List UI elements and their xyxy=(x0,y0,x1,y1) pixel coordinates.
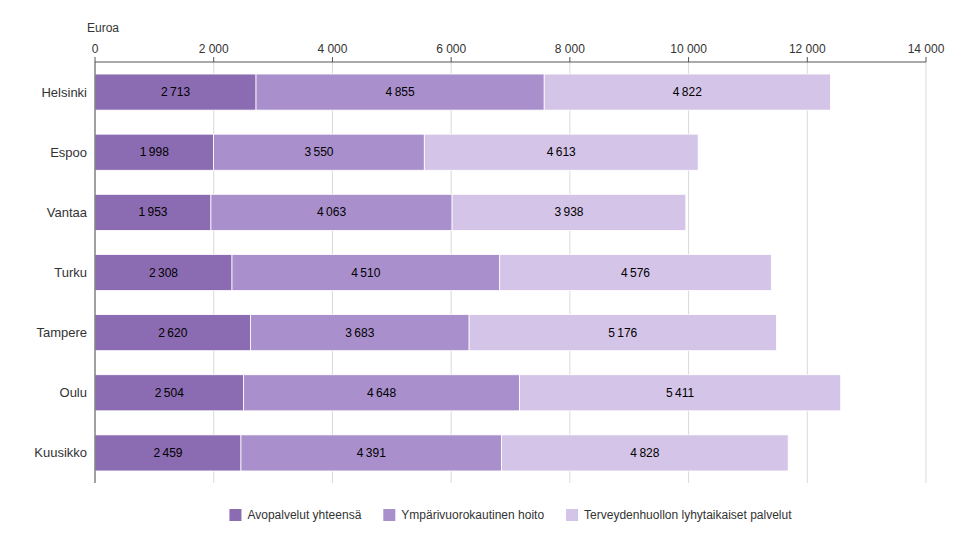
legend-item: Terveydenhuollon lyhytaikaiset palvelut xyxy=(566,508,792,522)
legend-swatch xyxy=(229,509,241,521)
tick-label: 14 000 xyxy=(908,42,945,56)
tick-mark xyxy=(332,57,333,62)
data-label: 2 308 xyxy=(149,266,178,280)
bar xyxy=(95,134,214,170)
data-label: 2 504 xyxy=(155,386,184,400)
data-labels: 2 713 1 998 1 953 2 308 2 620 2 504 2 459 4 855… xyxy=(138,85,702,460)
tick-mark xyxy=(95,57,96,62)
legend-label: Ympärivuorokautinen hoito xyxy=(401,508,544,522)
bar xyxy=(95,315,251,351)
data-label: 2 459 xyxy=(153,446,182,460)
legend-item: Avopalvelut yhteensä xyxy=(229,508,361,522)
bar xyxy=(214,134,425,170)
data-label: 2 620 xyxy=(158,326,187,340)
tick-label: 8 000 xyxy=(555,42,585,56)
data-label: 5 411 xyxy=(666,386,695,400)
data-label: 4 855 xyxy=(386,85,415,99)
tick-label: 4 000 xyxy=(317,42,347,56)
bar xyxy=(452,194,686,230)
tick-mark xyxy=(926,57,927,62)
data-label: 4 613 xyxy=(547,145,576,159)
data-label: 3 683 xyxy=(345,326,374,340)
bar xyxy=(241,435,502,471)
tick-mark xyxy=(688,57,689,62)
tick-label: 2 000 xyxy=(199,42,229,56)
data-label: 1 998 xyxy=(140,145,169,159)
x-axis: 0 2 000 4 000 6 000 8 000 10 000 12 000 14 000 xyxy=(92,42,945,62)
chart-container: 0 2 000 4 000 6 000 8 000 10 000 12 000 14 000 E… xyxy=(0,0,961,545)
bar xyxy=(95,435,241,471)
data-label: 4 576 xyxy=(621,266,650,280)
data-label: 4 648 xyxy=(367,386,396,400)
bar xyxy=(95,74,256,110)
bar xyxy=(95,194,211,230)
category-label: Vantaa xyxy=(47,205,88,220)
bar xyxy=(95,254,232,290)
category-label: Helsinki xyxy=(41,85,87,100)
tick-label: 10 000 xyxy=(670,42,707,56)
category-label: Oulu xyxy=(60,385,87,400)
axis-line xyxy=(95,62,926,63)
bar xyxy=(502,435,789,471)
legend-swatch xyxy=(383,509,395,521)
bar xyxy=(520,375,841,411)
legend-item: Ympärivuorokautinen hoito xyxy=(383,508,544,522)
bar xyxy=(469,315,776,351)
grid xyxy=(95,62,926,483)
bar xyxy=(500,254,772,290)
legend-label: Avopalvelut yhteensä xyxy=(247,508,361,522)
data-label: 4 391 xyxy=(357,446,386,460)
tick-label: 0 xyxy=(92,42,99,56)
category-label: Turku xyxy=(54,265,87,280)
data-label: 5 176 xyxy=(608,326,637,340)
data-label: 3 550 xyxy=(304,145,333,159)
grid-line xyxy=(95,62,96,483)
bar xyxy=(211,194,452,230)
bar xyxy=(244,375,520,411)
bar xyxy=(544,74,830,110)
legend-label: Terveydenhuollon lyhytaikaiset palvelut xyxy=(584,508,792,522)
category-label: Espoo xyxy=(50,145,87,160)
category-label: Tampere xyxy=(36,325,87,340)
axis-line xyxy=(95,62,96,483)
data-label: 4 510 xyxy=(351,266,380,280)
category-label: Kuusikko xyxy=(34,445,87,460)
legend-swatch xyxy=(566,509,578,521)
data-label: 4 822 xyxy=(673,85,702,99)
bar xyxy=(95,375,244,411)
grid-line xyxy=(807,62,808,483)
data-label: 2 713 xyxy=(161,85,190,99)
grid-line xyxy=(926,62,927,483)
y-axis: Helsinki Espoo Vantaa Turku Tampere Oulu Kuusi… xyxy=(34,85,88,461)
legend: Avopalvelut yhteensä Ympärivuorokautinen … xyxy=(229,508,792,522)
axis-label: Euroa xyxy=(87,21,119,35)
tick-mark xyxy=(213,57,214,62)
tick-mark xyxy=(569,57,570,62)
tick-mark xyxy=(807,57,808,62)
bar xyxy=(256,74,544,110)
data-label: 4 063 xyxy=(317,205,346,219)
tick-label: 6 000 xyxy=(436,42,466,56)
tick-mark xyxy=(451,57,452,62)
data-label: 4 828 xyxy=(630,446,659,460)
data-label: 3 938 xyxy=(554,205,583,219)
bar xyxy=(251,315,470,351)
bars xyxy=(95,74,841,471)
tick-label: 12 000 xyxy=(789,42,826,56)
data-label: 1 953 xyxy=(138,205,167,219)
bar xyxy=(424,134,698,170)
chart-svg: 0 2 000 4 000 6 000 8 000 10 000 12 000 14 000 E… xyxy=(0,0,961,545)
bar xyxy=(232,254,500,290)
